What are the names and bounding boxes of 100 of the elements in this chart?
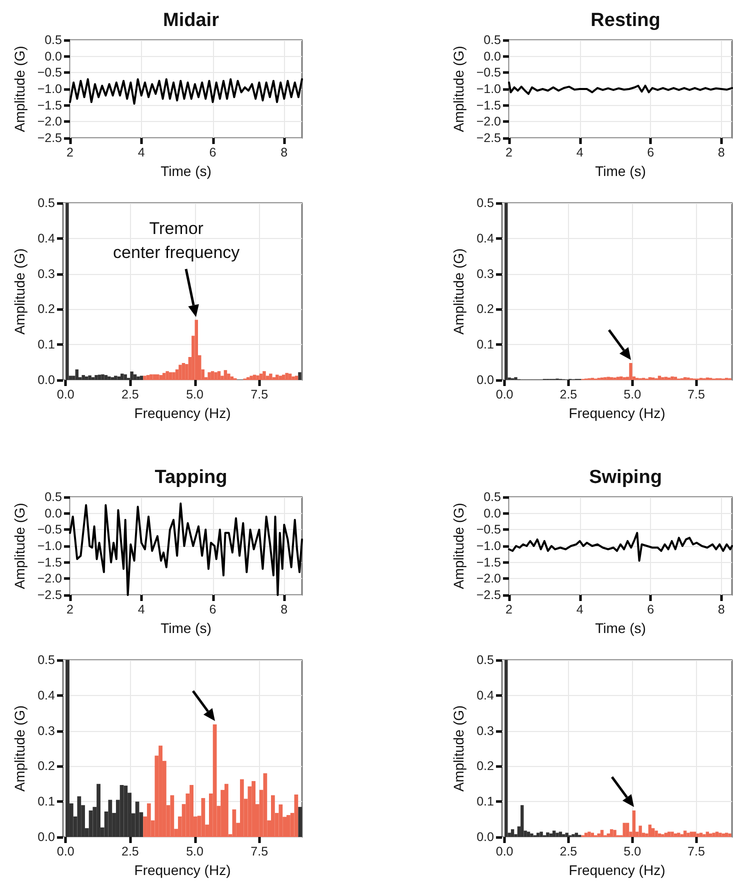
y-tick-label: 0.1 xyxy=(38,794,56,809)
x-axis-title: Frequency (Hz) xyxy=(134,405,231,421)
x-tick-label: 7.5 xyxy=(688,388,705,402)
x-tick-label: 8 xyxy=(280,602,288,616)
x-tick-label: 8 xyxy=(280,146,288,160)
x-tick-label: 6 xyxy=(209,602,216,616)
x-tick-label: 2.5 xyxy=(560,844,578,858)
x-tick-label: 5.0 xyxy=(186,388,204,402)
y-tick-label: 0.3 xyxy=(476,724,494,738)
annotation: Tremor center frequency xyxy=(113,218,240,264)
y-tick-label: 0.0 xyxy=(44,49,62,64)
y-tick-label: −2.5 xyxy=(476,588,502,602)
y-tick-label: −2.0 xyxy=(37,572,62,586)
y-tick-label: 0.3 xyxy=(38,266,56,281)
x-tick-label: 7.5 xyxy=(688,844,705,858)
y-tick-label: −0.5 xyxy=(476,66,502,80)
y-axis-title: Amplitude (G) xyxy=(450,46,466,132)
y-tick-label: 0.2 xyxy=(38,302,56,316)
y-tick-label: −1.5 xyxy=(476,555,502,570)
y-tick-label: 0.5 xyxy=(44,33,62,47)
y-axis-title: Amplitude (G) xyxy=(11,46,28,132)
y-tick-label: −1.0 xyxy=(37,539,62,553)
x-axis-title: Time (s) xyxy=(595,163,646,179)
y-tick-label: 0.0 xyxy=(476,373,494,387)
y-tick-label: −0.5 xyxy=(37,66,62,80)
x-tick-label: 4 xyxy=(576,602,584,616)
y-tick-label: −1.0 xyxy=(37,82,62,96)
y-axis-title: Amplitude (G) xyxy=(450,705,467,792)
x-tick-label: 5.0 xyxy=(186,844,204,858)
x-axis-title: Frequency (Hz) xyxy=(134,862,231,878)
y-tick-label: 0.5 xyxy=(38,653,56,667)
chart-title: Tapping xyxy=(154,467,228,488)
x-axis-title: Frequency (Hz) xyxy=(568,405,666,421)
y-tick-label: 0.5 xyxy=(44,490,62,504)
x-tick-label: 6 xyxy=(647,602,654,616)
y-tick-label: −2.5 xyxy=(37,588,62,602)
y-tick-label: −1.5 xyxy=(37,98,62,112)
y-tick-label: 0.0 xyxy=(38,373,56,387)
x-tick-label: 4 xyxy=(576,146,584,160)
y-tick-label: 0.4 xyxy=(476,688,494,702)
y-tick-label: 0.4 xyxy=(38,688,56,702)
y-axis-title: Amplitude (G) xyxy=(450,248,467,335)
x-tick-label: 0.0 xyxy=(496,844,514,858)
x-tick-label: 7.5 xyxy=(250,844,268,858)
x-axis-title: Time (s) xyxy=(160,163,212,179)
x-tick-label: 6 xyxy=(647,146,654,160)
x-tick-label: 5.0 xyxy=(624,388,642,402)
y-tick-label: 0.0 xyxy=(44,506,62,520)
y-tick-label: −1.5 xyxy=(37,555,62,570)
x-tick-label: 0.0 xyxy=(496,388,514,402)
x-tick-label: 2.5 xyxy=(121,844,139,858)
x-tick-label: 4 xyxy=(138,602,145,616)
y-tick-label: 0.0 xyxy=(484,49,502,64)
x-tick-label: 6 xyxy=(209,146,216,160)
chart-title: Resting xyxy=(590,10,660,31)
x-tick-label: 2 xyxy=(66,602,74,616)
y-tick-label: 0.5 xyxy=(484,490,502,504)
y-tick-label: 0.3 xyxy=(38,724,56,738)
x-tick-label: 2 xyxy=(66,146,74,160)
y-axis-title: Amplitude (G) xyxy=(12,248,28,335)
x-tick-label: 0.0 xyxy=(56,844,74,858)
y-tick-label: 0.1 xyxy=(476,794,494,809)
x-axis-title: Time (s) xyxy=(595,620,646,636)
y-tick-label: 0.0 xyxy=(38,830,56,844)
x-axis-title: Time (s) xyxy=(160,620,212,636)
y-axis-title: Amplitude (G) xyxy=(12,705,28,792)
x-tick-label: 8 xyxy=(718,602,725,616)
y-tick-label: 0.2 xyxy=(476,759,494,774)
x-axis-title: Frequency (Hz) xyxy=(568,862,666,878)
x-tick-label: 2 xyxy=(506,602,513,616)
y-tick-label: 0.5 xyxy=(484,33,502,47)
y-tick-label: 0.0 xyxy=(476,830,494,844)
y-tick-label: 0.1 xyxy=(38,338,56,352)
chart-title: Midair xyxy=(163,10,220,31)
y-tick-label: 0.3 xyxy=(476,266,494,281)
y-tick-label: 0.0 xyxy=(484,506,502,520)
x-tick-label: 5.0 xyxy=(624,844,642,858)
x-tick-label: 4 xyxy=(138,146,145,160)
y-tick-label: 0.5 xyxy=(38,196,56,210)
chart-title: Swiping xyxy=(589,467,662,488)
x-tick-label: 7.5 xyxy=(250,388,268,402)
y-tick-label: 0.5 xyxy=(476,653,494,667)
y-tick-label: 0.4 xyxy=(38,231,56,246)
y-tick-label: −2.5 xyxy=(476,131,502,145)
y-axis-title: Amplitude (G) xyxy=(11,502,28,590)
y-tick-label: 0.4 xyxy=(476,231,494,246)
y-tick-label: −2.0 xyxy=(37,114,62,129)
y-axis-title: Amplitude (G) xyxy=(450,502,466,590)
y-tick-label: −1.0 xyxy=(476,539,502,553)
y-tick-label: 0.2 xyxy=(38,759,56,774)
y-tick-label: −0.5 xyxy=(476,522,502,537)
y-tick-label: −2.0 xyxy=(476,572,502,586)
x-tick-label: 2.5 xyxy=(560,388,578,402)
y-tick-label: −1.5 xyxy=(476,98,502,112)
y-tick-label: 0.2 xyxy=(476,302,494,316)
x-tick-label: 2.5 xyxy=(121,388,139,402)
x-tick-label: 2 xyxy=(506,146,513,160)
y-tick-label: −1.0 xyxy=(476,82,502,96)
y-tick-label: −2.0 xyxy=(476,114,502,129)
y-tick-label: 0.5 xyxy=(476,196,494,210)
